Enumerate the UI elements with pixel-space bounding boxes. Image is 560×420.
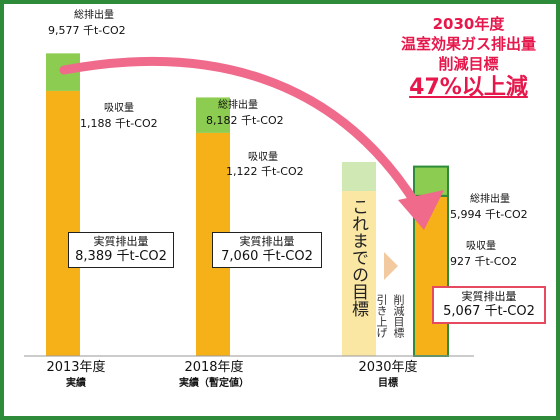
chart-canvas [24, 53, 474, 357]
year-2013-sub: 実績 [66, 378, 86, 389]
year-2013: 2013年度 [46, 360, 106, 375]
label-2018-total: 総排出量 [218, 100, 258, 111]
value-2013-total: 9,577 千t-CO2 [48, 24, 126, 37]
raise-label-2: 引き上げ [375, 294, 388, 338]
headline-line2: 温室効果ガス排出量 [400, 35, 536, 53]
label-2030-absorb: 吸収量 [466, 241, 496, 252]
label-2013-absorb: 吸収量 [104, 103, 134, 114]
previous-target-absorb-bar [342, 162, 376, 191]
headline-line3: 削減目標 [438, 55, 499, 73]
year-2018-sub: 実績（暫定値） [179, 378, 249, 389]
box-2013-net-value: 8,389 千t-CO2 [75, 249, 167, 264]
reduction-target-headline: 2030年度 温室効果ガス排出量 削減目標 47%以上減 [401, 14, 536, 102]
bar-absorb-1 [196, 97, 230, 133]
value-2030-total: 5,994 千t-CO2 [450, 208, 528, 221]
box-2018-net: 実質排出量 7,060 千t-CO2 [212, 232, 322, 268]
box-2013-net: 実質排出量 8,389 千t-CO2 [68, 232, 174, 268]
raise-label-1: 削減目標 [392, 294, 405, 338]
year-2018: 2018年度 [184, 360, 244, 375]
value-2013-absorb: 1,188 千t-CO2 [80, 117, 158, 130]
label-2018-absorb: 吸収量 [248, 152, 278, 163]
year-2030: 2030年度 [358, 360, 418, 375]
value-2018-total: 8,182 千t-CO2 [206, 114, 284, 127]
bar-net-0 [46, 90, 80, 357]
year-2030-sub: 目標 [378, 378, 398, 389]
box-2018-net-value: 7,060 千t-CO2 [221, 249, 313, 264]
previous-target-label: これまでの目標 [348, 198, 368, 317]
headline-line1: 2030年度 [432, 15, 505, 33]
headline-line4: 47%以上減 [409, 75, 528, 100]
reduction-arrow-head [398, 190, 444, 230]
box-2018-net-label: 実質排出量 [239, 235, 295, 248]
label-2013-total: 総排出量 [74, 10, 114, 21]
reduction-arrow-shaft [59, 57, 421, 209]
box-2030-net: 実質排出量 5,067 千t-CO2 [432, 286, 546, 324]
box-2030-net-value: 5,067 千t-CO2 [443, 304, 535, 319]
raise-arrow-icon [384, 252, 398, 280]
label-2030-total: 総排出量 [470, 194, 510, 205]
previous-target-net-bar [342, 191, 376, 356]
value-2030-absorb: 927 千t-CO2 [450, 255, 518, 268]
box-2030-net-label: 実質排出量 [461, 290, 517, 303]
box-2013-net-label: 実質排出量 [93, 235, 149, 248]
value-2018-absorb: 1,122 千t-CO2 [226, 165, 304, 178]
